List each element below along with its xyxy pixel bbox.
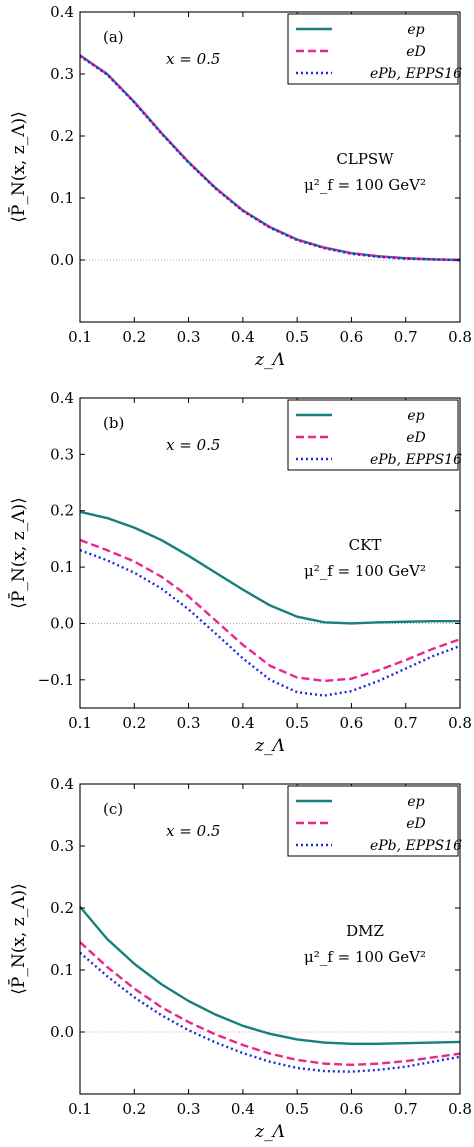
y-tick-label: 0.4 [50,775,74,793]
legend-label: ePb, EPPS16 [370,452,462,468]
x-tick-label: 0.1 [68,328,92,346]
y-tick-label: 0.1 [50,558,74,576]
y-tick-label: −0.1 [38,671,74,689]
y-tick-label: 0.3 [50,445,74,463]
y-tick-label: 0.0 [50,251,74,269]
chart-panel-2: 0.1 0.2 0.3 0.4 0.5 0.6 0.7 0.8 −0.1 0.0 0.1 0.2 0.3… [7,389,472,756]
x-tick-label: 0.3 [177,328,201,346]
y-tick-label: 0.3 [50,65,74,83]
y-tick-label: 0.2 [50,502,74,520]
x-tick-label: 0.1 [68,714,92,732]
model-annotation: CLPSW [336,150,394,168]
panel-label: (b) [103,414,124,432]
model-annotation: DMZ [346,922,384,940]
series-line-ed [79,54,461,262]
x-tick-label: 0.6 [339,1100,363,1118]
x-tick-label: 0.4 [231,714,255,732]
series-line-ep [79,54,461,262]
x-value-annotation: x = 0.5 [166,50,220,68]
plot-frame [79,11,461,323]
x-tick-label: 0.4 [231,1100,255,1118]
panel-label: (a) [103,28,124,46]
legend-label: ePb, EPPS16 [370,66,462,82]
series-line-ed [79,941,461,1067]
x-tick-label: 0.8 [448,328,472,346]
plot-frame [79,397,461,709]
x-tick-label: 0.7 [394,1100,418,1118]
series-line-ed [79,538,461,683]
x-tick-label: 0.6 [339,328,363,346]
x-tick-label: 0.2 [122,1100,146,1118]
x-tick-label: 0.7 [394,714,418,732]
x-tick-label: 0.2 [122,714,146,732]
model-annotation: CKT [349,536,382,554]
panel-label: (c) [103,800,123,818]
legend-label: eD [406,816,426,832]
x-tick-label: 0.1 [68,1100,92,1118]
x-tick-label: 0.8 [448,1100,472,1118]
x-tick-label: 0.8 [448,714,472,732]
y-tick-label: 0.4 [50,3,74,21]
x-value-annotation: x = 0.5 [166,822,220,840]
y-tick-label: 0.2 [50,899,74,917]
series-line-epb-epps16 [79,55,461,262]
x-value-annotation: x = 0.5 [166,436,220,454]
x-axis-title: z_Λ [254,350,285,370]
x-tick-label: 0.6 [339,714,363,732]
y-tick-label: 0.0 [50,614,74,632]
x-axis-title: z_Λ [254,736,285,756]
y-axis-title: ⟨P̄_N(x, z_Λ)⟩ [7,111,29,222]
legend-label: ep [407,408,424,424]
y-tick-label: 0.1 [50,189,74,207]
x-tick-label: 0.5 [285,714,309,732]
legend-label: eD [406,44,426,60]
legend-label: ep [407,22,424,38]
x-tick-label: 0.7 [394,328,418,346]
scale-annotation: μ²_f = 100 GeV² [304,562,426,580]
y-tick-label: 0.4 [50,389,74,407]
y-axis-title: ⟨P̄_N(x, z_Λ)⟩ [7,497,29,608]
x-tick-label: 0.2 [122,328,146,346]
x-tick-label: 0.5 [285,1100,309,1118]
series-line-ep [79,510,460,625]
x-tick-label: 0.4 [231,328,255,346]
legend-label: ep [407,794,424,810]
scale-annotation: μ²_f = 100 GeV² [304,176,426,194]
scale-annotation: μ²_f = 100 GeV² [304,948,426,966]
x-tick-label: 0.3 [177,714,201,732]
plot-frame [79,783,461,1095]
series-line-epb-epps16 [79,951,461,1073]
x-tick-label: 0.3 [177,1100,201,1118]
legend-label: eD [406,430,426,446]
y-tick-label: 0.3 [50,837,74,855]
y-tick-label: 0.0 [50,1023,74,1041]
x-axis-title: z_Λ [254,1122,285,1142]
series-line-epb-epps16 [79,549,461,697]
y-tick-label: 0.1 [50,961,74,979]
chart-panel-3: 0.1 0.2 0.3 0.4 0.5 0.6 0.7 0.8 0.0 0.1 0.2 0.3 0.4 z… [7,775,472,1142]
y-tick-label: 0.2 [50,127,74,145]
x-tick-label: 0.5 [285,328,309,346]
y-axis-title: ⟨P̄_N(x, z_Λ)⟩ [7,883,29,994]
series-line-ep [79,905,461,1045]
chart-panel-1: 0.1 0.2 0.3 0.4 0.5 0.6 0.7 0.8 0.0 0.1 0.2 0.3 0.4 z… [7,3,472,370]
legend-label: ePb, EPPS16 [370,838,462,854]
